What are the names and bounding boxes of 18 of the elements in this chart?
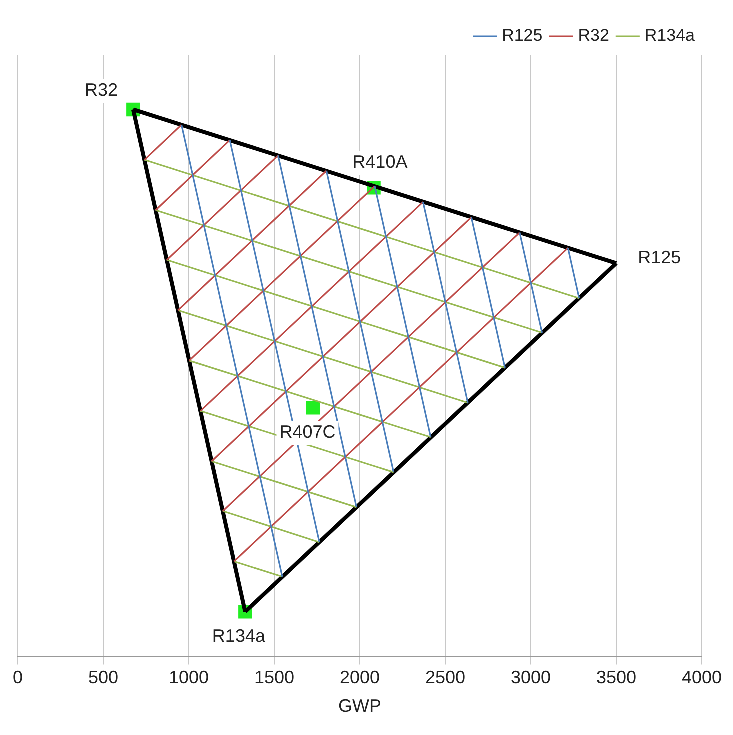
annotation: R32 xyxy=(84,80,118,100)
x-tick-label: 3000 xyxy=(510,668,552,688)
annotation: R134a xyxy=(212,626,266,646)
legend-label: R125 xyxy=(502,26,543,46)
x-tick-label: 500 xyxy=(88,668,119,688)
x-tick-label: 2500 xyxy=(425,668,466,688)
x-tick-label: 3500 xyxy=(596,668,637,688)
annotation: R410A xyxy=(352,152,408,172)
x-tick-label: 1000 xyxy=(168,668,210,688)
x-axis-title: GWP xyxy=(338,696,382,716)
legend-label: R134a xyxy=(644,26,696,46)
x-tick-label: 4000 xyxy=(682,668,722,688)
x-tick-label: 1500 xyxy=(254,668,295,688)
annotation: R125 xyxy=(638,248,682,268)
x-tick-label: 0 xyxy=(12,668,24,688)
annotation: R407C xyxy=(280,422,336,442)
legend-label: R32 xyxy=(578,26,610,46)
x-tick-label: 2000 xyxy=(340,668,380,688)
